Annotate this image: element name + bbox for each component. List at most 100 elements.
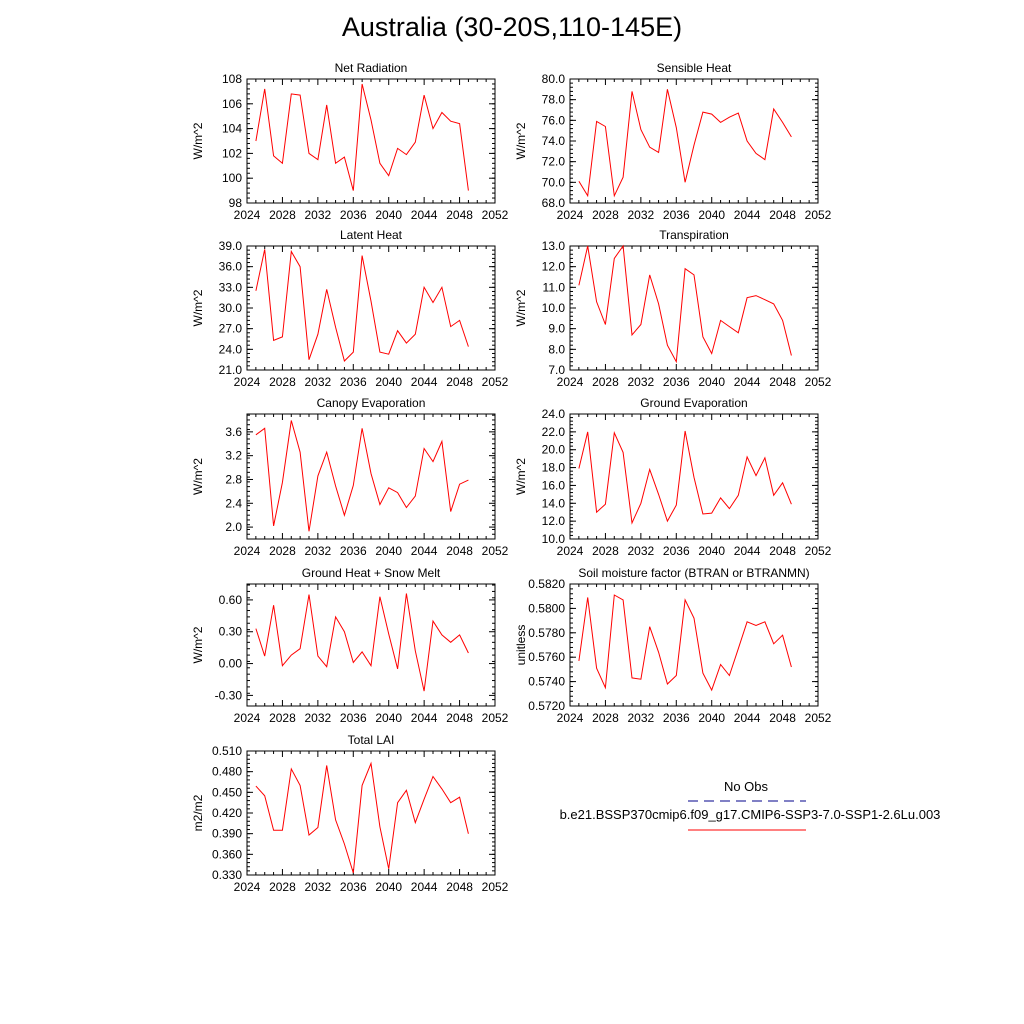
panel-1: Sensible Heat W/m^2 2024 2028 2032 2036 2040 20… bbox=[514, 61, 832, 222]
panel-title: Transpiration bbox=[659, 228, 729, 242]
panel-title: Canopy Evaporation bbox=[317, 396, 426, 410]
y-tick-label: 33.0 bbox=[219, 280, 243, 294]
x-tick-label: 2052 bbox=[805, 375, 832, 389]
x-tick-label: 2048 bbox=[446, 208, 473, 222]
y-tick-label: 21.0 bbox=[219, 363, 243, 377]
panel-7: Soil moisture factor (BTRAN or BTRANMN) u… bbox=[514, 566, 832, 725]
x-tick-label: 2048 bbox=[769, 208, 796, 222]
x-tick-label: 2032 bbox=[305, 375, 332, 389]
x-tick-label: 2036 bbox=[663, 711, 690, 725]
y-tick-label: 30.0 bbox=[219, 301, 243, 315]
y-tick-label: 0.5720 bbox=[528, 699, 565, 713]
y-tick-label: 39.0 bbox=[219, 239, 243, 253]
x-tick-label: 2032 bbox=[628, 544, 655, 558]
series-line bbox=[578, 89, 792, 198]
y-tick-label: 0.5800 bbox=[528, 601, 565, 615]
plot-frame bbox=[246, 583, 496, 707]
y-tick-label: 10.0 bbox=[542, 301, 566, 315]
y-tick-label: 0.510 bbox=[212, 744, 242, 758]
x-tick-label: 2044 bbox=[734, 544, 761, 558]
y-tick-label: 0.480 bbox=[212, 765, 242, 779]
y-tick-label: 80.0 bbox=[542, 72, 566, 86]
x-tick-label: 2048 bbox=[769, 544, 796, 558]
plot-frame bbox=[246, 78, 496, 204]
y-tick-label: 76.0 bbox=[542, 113, 566, 127]
x-tick-label: 2036 bbox=[663, 544, 690, 558]
y-tick-label: 2.8 bbox=[225, 472, 242, 486]
series-line bbox=[578, 430, 792, 525]
x-tick-label: 2036 bbox=[340, 880, 367, 894]
x-tick-label: 2052 bbox=[805, 544, 832, 558]
series-line bbox=[255, 420, 469, 532]
x-tick-label: 2052 bbox=[805, 208, 832, 222]
y-axis-label: m2/m2 bbox=[191, 794, 205, 831]
x-tick-label: 2044 bbox=[411, 544, 438, 558]
panel-title: Sensible Heat bbox=[657, 61, 732, 75]
series-line bbox=[255, 761, 469, 874]
y-tick-label: 68.0 bbox=[542, 196, 566, 210]
x-tick-label: 2040 bbox=[375, 208, 402, 222]
panel-title: Soil moisture factor (BTRAN or BTRANMN) bbox=[578, 566, 809, 580]
y-tick-label: 0.390 bbox=[212, 827, 242, 841]
x-tick-label: 2036 bbox=[340, 711, 367, 725]
y-tick-label: 12.0 bbox=[542, 260, 566, 274]
y-tick-label: 36.0 bbox=[219, 260, 243, 274]
x-tick-label: 2032 bbox=[628, 375, 655, 389]
plot-frame bbox=[246, 750, 496, 876]
plot-frame bbox=[569, 583, 819, 707]
series-line bbox=[255, 249, 469, 362]
legend-obs-label: No Obs bbox=[723, 779, 769, 794]
legend-case-label: b.e21.BSSP370cmip6.f09_g17.CMIP6-SSP3-7.… bbox=[559, 807, 941, 822]
y-tick-label: 3.2 bbox=[225, 449, 242, 463]
y-tick-label: 2.4 bbox=[225, 496, 242, 510]
y-tick-label: 0.30 bbox=[219, 625, 243, 639]
x-tick-label: 2040 bbox=[375, 544, 402, 558]
x-tick-label: 2040 bbox=[698, 208, 725, 222]
y-tick-label: 2.0 bbox=[225, 520, 242, 534]
x-tick-label: 2036 bbox=[340, 544, 367, 558]
y-tick-label: 102 bbox=[222, 146, 242, 160]
y-tick-label: 24.0 bbox=[542, 407, 566, 421]
y-tick-label: 13.0 bbox=[542, 239, 566, 253]
panel-5: Ground Evaporation W/m^2 2024 2028 2032 2036 2… bbox=[514, 396, 832, 558]
y-tick-label: 0.5780 bbox=[528, 626, 565, 640]
x-tick-label: 2032 bbox=[628, 711, 655, 725]
panel-title: Ground Heat + Snow Melt bbox=[302, 566, 441, 580]
y-tick-label: 100 bbox=[222, 171, 242, 185]
y-tick-label: 0.420 bbox=[212, 806, 242, 820]
y-tick-label: 98 bbox=[229, 196, 243, 210]
x-tick-label: 2024 bbox=[234, 375, 261, 389]
panel-2: Latent Heat W/m^2 2024 2028 2032 2036 2040 2044… bbox=[191, 228, 509, 389]
x-tick-label: 2040 bbox=[375, 711, 402, 725]
y-axis-label: W/m^2 bbox=[191, 289, 205, 326]
series-line bbox=[578, 244, 792, 364]
panel-6: Ground Heat + Snow Melt W/m^2 2024 2028 2032… bbox=[191, 566, 509, 725]
y-tick-label: 106 bbox=[222, 97, 242, 111]
y-axis-label: W/m^2 bbox=[514, 289, 528, 326]
x-tick-label: 2028 bbox=[269, 711, 296, 725]
x-tick-label: 2036 bbox=[340, 375, 367, 389]
y-tick-label: 0.5820 bbox=[528, 577, 565, 591]
y-tick-label: 0.5760 bbox=[528, 650, 565, 664]
x-tick-label: 2028 bbox=[269, 375, 296, 389]
x-tick-label: 2032 bbox=[305, 711, 332, 725]
y-tick-label: 24.0 bbox=[219, 342, 243, 356]
x-tick-label: 2048 bbox=[769, 375, 796, 389]
series-line bbox=[578, 594, 792, 692]
x-tick-label: 2048 bbox=[446, 711, 473, 725]
panel-3: Transpiration W/m^2 2024 2028 2032 2036 2040 20… bbox=[514, 228, 832, 389]
x-tick-label: 2028 bbox=[269, 208, 296, 222]
series-line bbox=[255, 593, 469, 692]
y-tick-label: 16.0 bbox=[542, 478, 566, 492]
y-tick-label: 22.0 bbox=[542, 425, 566, 439]
x-tick-label: 2052 bbox=[482, 208, 509, 222]
x-tick-label: 2028 bbox=[592, 544, 619, 558]
x-tick-label: 2052 bbox=[482, 375, 509, 389]
x-tick-label: 2052 bbox=[805, 711, 832, 725]
x-tick-label: 2024 bbox=[234, 544, 261, 558]
y-tick-label: 12.0 bbox=[542, 514, 566, 528]
x-tick-label: 2032 bbox=[305, 880, 332, 894]
x-tick-label: 2044 bbox=[734, 711, 761, 725]
x-tick-label: 2024 bbox=[557, 375, 584, 389]
